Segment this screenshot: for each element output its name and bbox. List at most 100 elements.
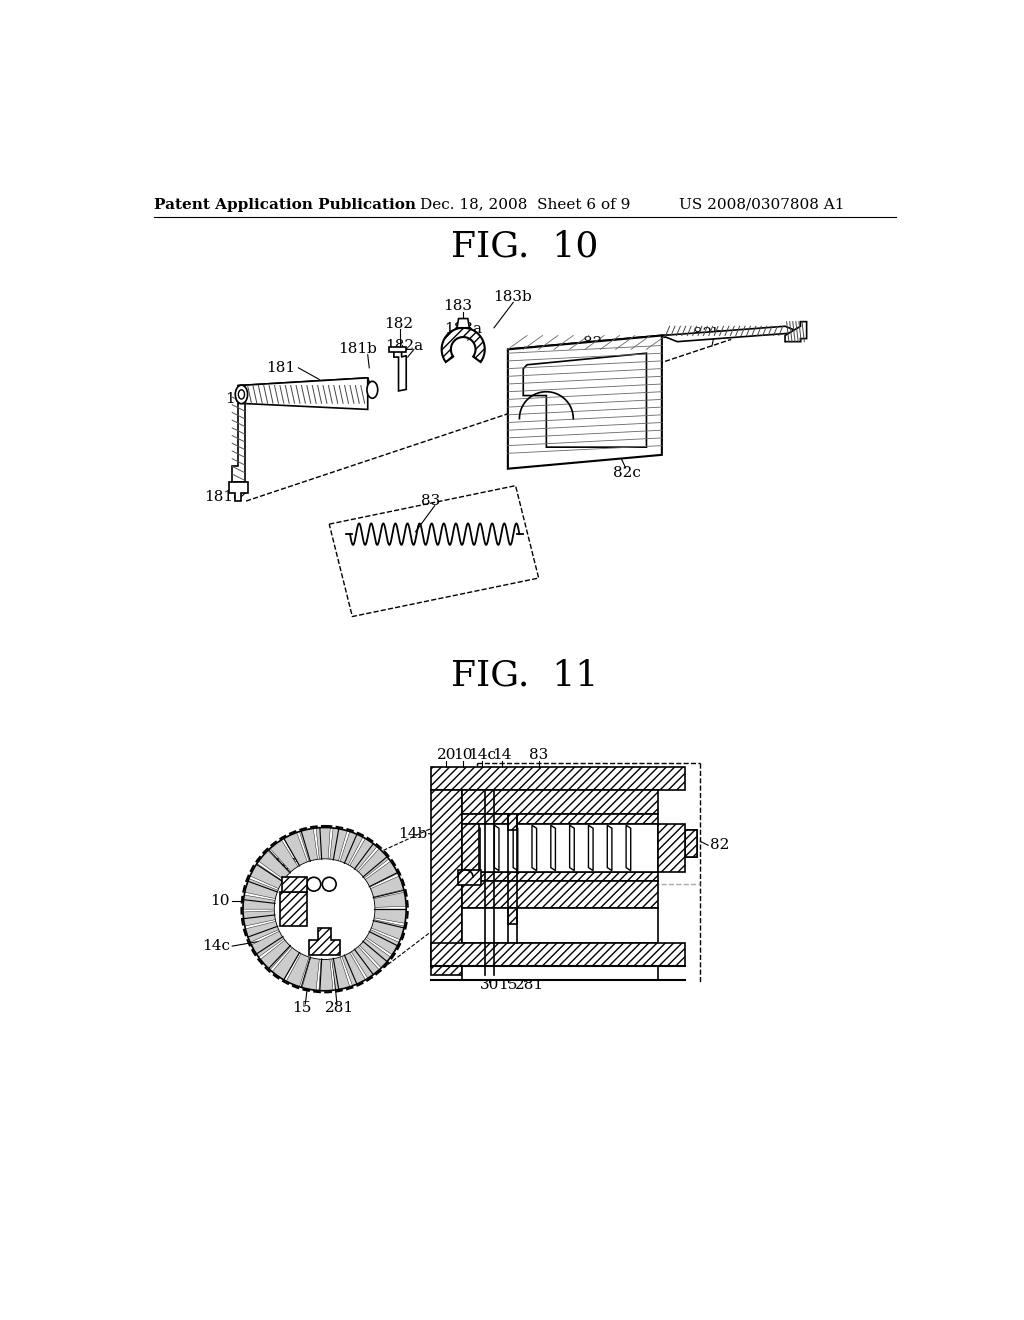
Bar bbox=[431, 767, 685, 789]
Text: 182a: 182a bbox=[386, 338, 424, 352]
Polygon shape bbox=[532, 825, 537, 871]
Wedge shape bbox=[246, 921, 279, 942]
Bar bbox=[462, 882, 658, 908]
Wedge shape bbox=[332, 957, 350, 990]
Polygon shape bbox=[229, 482, 248, 502]
Ellipse shape bbox=[239, 389, 245, 399]
Text: 281: 281 bbox=[515, 978, 544, 993]
Wedge shape bbox=[243, 895, 275, 909]
Text: 82b: 82b bbox=[693, 327, 723, 341]
Wedge shape bbox=[358, 849, 389, 878]
Text: 281: 281 bbox=[326, 1001, 354, 1015]
Text: Patent Application Publication: Patent Application Publication bbox=[154, 198, 416, 211]
Text: 14c: 14c bbox=[202, 939, 230, 953]
Wedge shape bbox=[365, 861, 398, 887]
Polygon shape bbox=[589, 825, 593, 871]
Wedge shape bbox=[374, 892, 407, 907]
Bar bbox=[462, 789, 658, 814]
Text: 83: 83 bbox=[421, 494, 440, 508]
Ellipse shape bbox=[236, 385, 248, 404]
Wedge shape bbox=[349, 838, 377, 871]
Wedge shape bbox=[284, 833, 307, 866]
Bar bbox=[458, 870, 481, 886]
Ellipse shape bbox=[367, 381, 378, 399]
Bar bbox=[508, 814, 517, 830]
Text: 20: 20 bbox=[436, 748, 456, 762]
Text: 15: 15 bbox=[498, 978, 517, 993]
Polygon shape bbox=[513, 825, 518, 871]
Text: 183b: 183b bbox=[494, 290, 531, 304]
Wedge shape bbox=[366, 929, 399, 954]
Polygon shape bbox=[457, 318, 469, 327]
Text: 183: 183 bbox=[443, 300, 472, 313]
Bar bbox=[462, 908, 658, 942]
Text: 182: 182 bbox=[384, 317, 413, 331]
Text: 14b: 14b bbox=[397, 826, 427, 841]
Polygon shape bbox=[508, 335, 681, 350]
Polygon shape bbox=[523, 354, 646, 447]
Polygon shape bbox=[475, 825, 480, 871]
Polygon shape bbox=[441, 327, 484, 362]
Wedge shape bbox=[260, 940, 291, 970]
Bar bbox=[280, 892, 307, 927]
Wedge shape bbox=[245, 879, 279, 899]
Polygon shape bbox=[662, 326, 801, 342]
Text: 181b: 181b bbox=[338, 342, 377, 356]
Polygon shape bbox=[389, 347, 407, 352]
Bar bbox=[431, 942, 685, 966]
Wedge shape bbox=[318, 958, 333, 991]
Bar bbox=[462, 966, 658, 979]
Wedge shape bbox=[374, 909, 407, 923]
Polygon shape bbox=[495, 825, 499, 871]
Wedge shape bbox=[330, 828, 347, 861]
Wedge shape bbox=[250, 863, 284, 888]
Bar bbox=[462, 824, 658, 873]
Text: 82: 82 bbox=[710, 838, 729, 853]
Polygon shape bbox=[394, 350, 407, 391]
Bar bbox=[431, 789, 462, 974]
Text: 14b: 14b bbox=[272, 858, 301, 873]
Polygon shape bbox=[785, 322, 807, 342]
Text: 30: 30 bbox=[479, 978, 499, 993]
Text: 10: 10 bbox=[210, 895, 230, 908]
Text: 15: 15 bbox=[292, 1001, 311, 1015]
Polygon shape bbox=[309, 928, 340, 956]
Wedge shape bbox=[351, 946, 379, 978]
Bar bbox=[462, 873, 658, 882]
Bar bbox=[462, 814, 658, 824]
Wedge shape bbox=[299, 829, 317, 862]
Wedge shape bbox=[316, 828, 331, 859]
Polygon shape bbox=[626, 825, 631, 871]
Wedge shape bbox=[359, 939, 390, 968]
Wedge shape bbox=[251, 931, 285, 957]
Wedge shape bbox=[371, 876, 403, 898]
Wedge shape bbox=[270, 840, 298, 873]
Polygon shape bbox=[551, 825, 555, 871]
Circle shape bbox=[323, 878, 336, 891]
Polygon shape bbox=[569, 825, 574, 871]
Wedge shape bbox=[259, 850, 290, 880]
Circle shape bbox=[274, 859, 375, 960]
Polygon shape bbox=[239, 378, 368, 409]
Polygon shape bbox=[232, 385, 245, 482]
Text: 10: 10 bbox=[454, 748, 473, 762]
Circle shape bbox=[307, 878, 321, 891]
Bar bbox=[685, 830, 696, 857]
Text: 181a: 181a bbox=[225, 392, 263, 405]
Text: 181: 181 bbox=[266, 360, 295, 375]
Text: 181c: 181c bbox=[204, 490, 242, 504]
Polygon shape bbox=[607, 825, 612, 871]
Polygon shape bbox=[508, 335, 662, 469]
Wedge shape bbox=[342, 952, 366, 986]
Wedge shape bbox=[371, 920, 404, 940]
Wedge shape bbox=[287, 953, 309, 987]
Text: 82: 82 bbox=[583, 337, 602, 350]
Text: FIG.  10: FIG. 10 bbox=[452, 230, 598, 264]
Wedge shape bbox=[302, 957, 319, 990]
Text: Dec. 18, 2008  Sheet 6 of 9: Dec. 18, 2008 Sheet 6 of 9 bbox=[420, 198, 630, 211]
Bar bbox=[685, 830, 696, 857]
Text: 82c: 82c bbox=[613, 466, 641, 479]
Text: 183a: 183a bbox=[444, 322, 482, 335]
Wedge shape bbox=[272, 948, 300, 979]
Polygon shape bbox=[239, 378, 374, 404]
